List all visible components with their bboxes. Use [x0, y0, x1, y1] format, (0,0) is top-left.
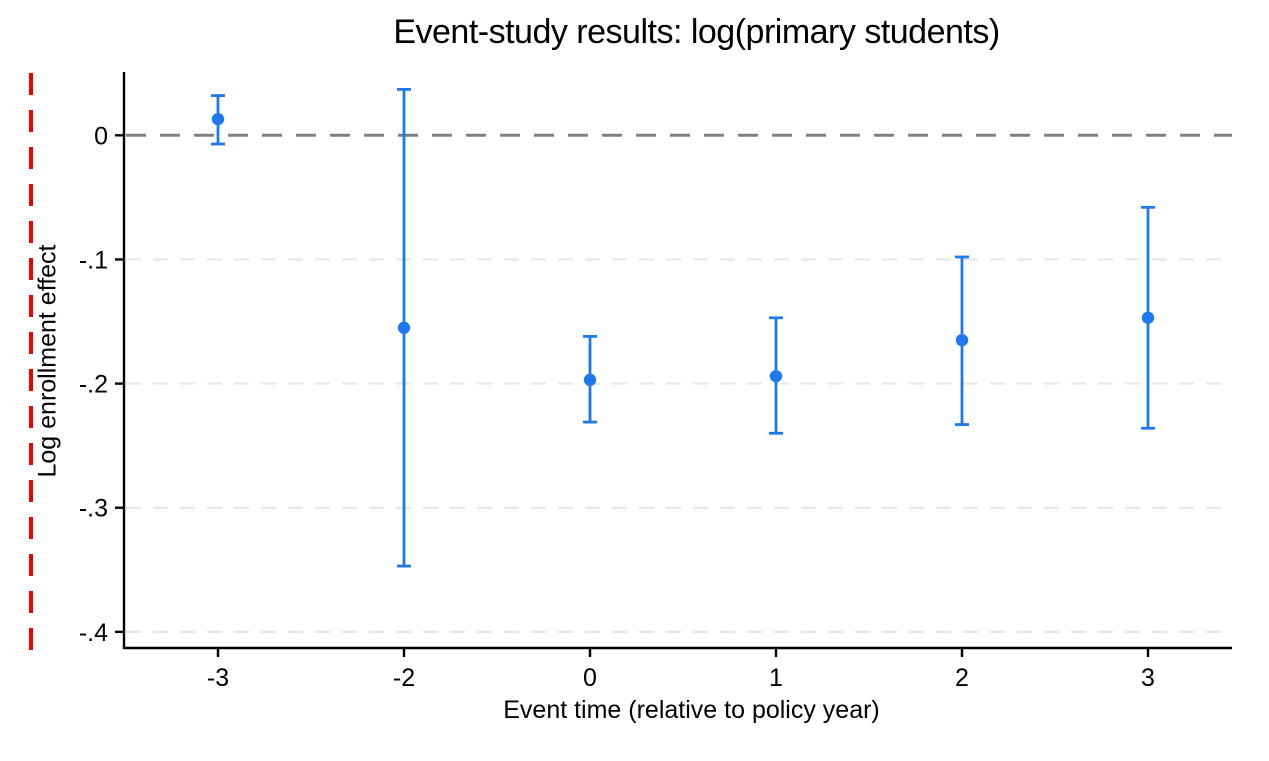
chart-title: Event-study results: log(primary student… — [393, 13, 1000, 51]
x-axis-label: Event time (relative to policy year) — [503, 696, 880, 724]
y-tick-label: -.2 — [79, 371, 108, 399]
y-axis-label: Log enrollment effect — [33, 244, 62, 478]
x-tick-label: 1 — [769, 664, 783, 692]
point-estimate-marker — [1141, 311, 1155, 324]
point-estimate-marker — [211, 112, 225, 126]
x-tick-label: 2 — [955, 664, 969, 692]
x-tick-label: 3 — [1141, 664, 1155, 692]
point-estimate-marker — [583, 373, 597, 387]
y-tick-label: 0 — [94, 122, 108, 150]
x-tick-label: -3 — [207, 664, 229, 692]
y-tick-label: -.1 — [79, 246, 108, 274]
point-estimate-marker — [955, 333, 969, 347]
point-estimate-marker — [397, 321, 411, 334]
x-tick-label: -2 — [393, 664, 415, 692]
y-tick-label: -.4 — [79, 619, 108, 647]
y-tick-label: -.3 — [79, 495, 108, 523]
point-estimate-marker — [769, 369, 783, 383]
x-tick-label: 0 — [583, 664, 597, 692]
